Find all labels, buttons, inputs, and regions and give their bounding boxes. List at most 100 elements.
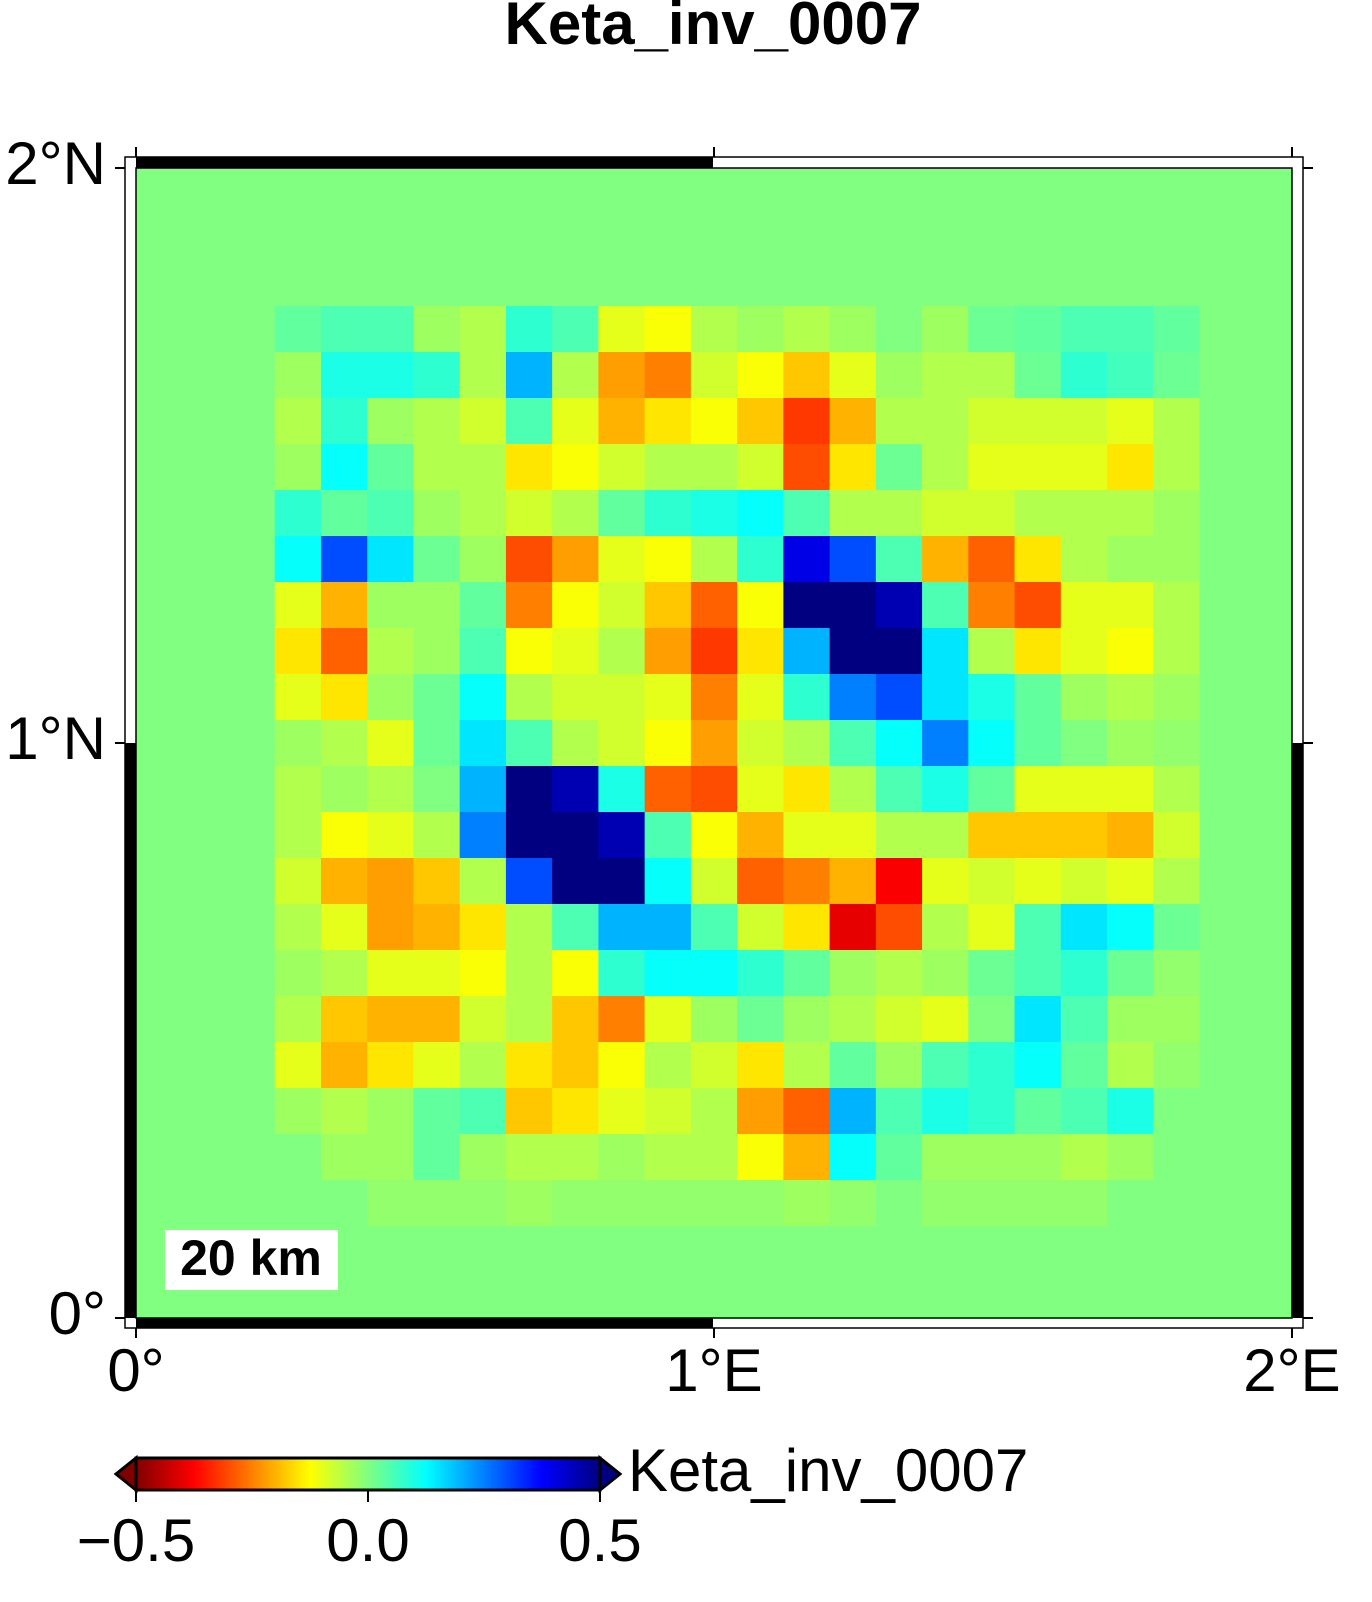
cell — [1014, 904, 1062, 951]
cell — [829, 950, 877, 997]
cell — [274, 766, 322, 813]
cell — [968, 996, 1016, 1043]
cell — [968, 674, 1016, 721]
cell — [413, 1134, 461, 1181]
cell — [228, 398, 276, 445]
cell — [1153, 306, 1201, 353]
cell — [413, 582, 461, 629]
cell — [552, 260, 599, 307]
cell — [182, 674, 230, 721]
cell — [552, 582, 599, 629]
cell — [182, 582, 230, 629]
cell — [1107, 904, 1154, 951]
cell — [1245, 306, 1293, 353]
cell — [644, 996, 692, 1043]
cell — [829, 674, 877, 721]
cell — [1245, 490, 1293, 537]
cell — [367, 168, 415, 215]
heatmap — [136, 168, 1293, 1319]
cell — [413, 996, 461, 1043]
cell — [829, 1042, 877, 1089]
cell — [1014, 1134, 1062, 1181]
cell — [922, 398, 969, 445]
cell — [690, 1272, 738, 1319]
cell — [413, 628, 461, 675]
cell — [829, 1180, 877, 1227]
cell — [644, 720, 692, 767]
cell — [459, 1042, 507, 1089]
cell — [552, 766, 599, 813]
cell — [228, 536, 276, 583]
cell — [136, 398, 183, 445]
cell — [1199, 628, 1247, 675]
cell — [459, 812, 507, 859]
cell — [690, 352, 738, 399]
cell — [413, 536, 461, 583]
cell — [136, 306, 183, 353]
cell — [552, 214, 599, 261]
colorbar-label: Keta_inv_0007 — [628, 1437, 1028, 1504]
cell — [1199, 1272, 1247, 1319]
cell — [1060, 444, 1108, 491]
cell — [1245, 858, 1293, 905]
cell — [459, 674, 507, 721]
cell — [552, 1180, 599, 1227]
cell — [922, 904, 969, 951]
cell — [737, 536, 784, 583]
cell — [459, 1272, 507, 1319]
cell — [1153, 720, 1201, 767]
cell — [829, 214, 877, 261]
cell — [1014, 1180, 1062, 1227]
cell — [1014, 444, 1062, 491]
cell — [505, 352, 553, 399]
cell — [320, 398, 368, 445]
cell — [1153, 352, 1201, 399]
cell — [413, 168, 461, 215]
cell — [737, 1180, 784, 1227]
cell — [922, 720, 969, 767]
cell — [274, 444, 322, 491]
cell — [737, 812, 784, 859]
cell — [367, 904, 415, 951]
cell — [737, 582, 784, 629]
cell — [228, 1180, 276, 1227]
cell — [922, 812, 969, 859]
cell — [1245, 398, 1293, 445]
cell — [136, 674, 183, 721]
cell — [367, 1088, 415, 1135]
cell — [737, 1088, 784, 1135]
cell — [459, 1134, 507, 1181]
cell — [1060, 996, 1108, 1043]
cell — [1199, 858, 1247, 905]
cell — [505, 766, 553, 813]
cell — [1199, 1180, 1247, 1227]
cell — [1107, 766, 1154, 813]
cell — [690, 1226, 738, 1273]
cell — [1153, 766, 1201, 813]
cell — [505, 490, 553, 537]
cell — [136, 628, 183, 675]
cell — [829, 628, 877, 675]
x-tick-label: 2°E — [1243, 1337, 1340, 1404]
cell — [875, 1088, 923, 1135]
cell — [922, 536, 969, 583]
cell — [783, 352, 831, 399]
cell — [1153, 1180, 1201, 1227]
x-tick-label: 0° — [107, 1337, 164, 1404]
cell — [644, 490, 692, 537]
cell — [459, 398, 507, 445]
cell — [1014, 812, 1062, 859]
cell — [274, 812, 322, 859]
cell — [1199, 1134, 1247, 1181]
cell — [829, 398, 877, 445]
cell — [1199, 260, 1247, 307]
cell — [829, 1088, 877, 1135]
cell — [367, 444, 415, 491]
cell — [459, 352, 507, 399]
cell — [875, 720, 923, 767]
cell — [274, 398, 322, 445]
cell — [922, 1088, 969, 1135]
cell — [922, 214, 969, 261]
cell — [228, 812, 276, 859]
cell — [1060, 628, 1108, 675]
